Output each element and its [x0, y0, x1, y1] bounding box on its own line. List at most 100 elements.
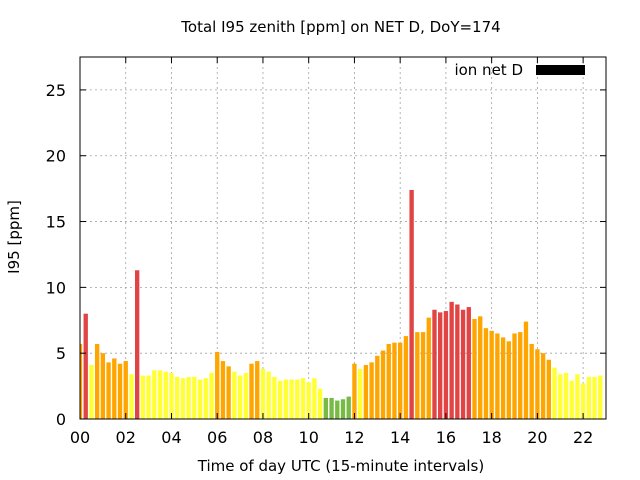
- bar: [175, 376, 180, 419]
- bar: [398, 342, 403, 419]
- bar: [569, 380, 574, 419]
- bar: [129, 374, 134, 419]
- bar: [363, 365, 369, 419]
- x-tick-label: 08: [253, 428, 273, 447]
- bar: [415, 332, 420, 419]
- bar: [89, 365, 94, 419]
- bar: [598, 375, 603, 419]
- bar: [352, 363, 357, 419]
- bar: [215, 351, 220, 419]
- bar: [340, 399, 346, 419]
- bar: [140, 375, 146, 419]
- bar: [409, 189, 414, 419]
- x-tick-label: 14: [390, 428, 410, 447]
- bar: [100, 353, 106, 419]
- bar: [243, 372, 248, 419]
- bar: [523, 321, 529, 419]
- bar: [289, 379, 294, 419]
- bar: [357, 368, 363, 419]
- bar: [283, 379, 288, 419]
- bar: [438, 312, 443, 419]
- y-tick-label: 0: [56, 410, 66, 429]
- bar: [117, 363, 123, 419]
- bar: [580, 383, 586, 419]
- bar: [197, 379, 203, 419]
- bar: [295, 379, 300, 419]
- bar: [540, 353, 546, 419]
- bar: [106, 362, 111, 419]
- y-tick-label: 15: [46, 213, 66, 232]
- bar: [535, 349, 540, 419]
- bar: [546, 359, 551, 419]
- bar: [329, 397, 334, 419]
- plot-frame: [79, 56, 607, 420]
- bar: [443, 311, 449, 419]
- bar: [386, 343, 391, 419]
- x-tick-label: 22: [573, 428, 593, 447]
- bar: [500, 337, 506, 419]
- bar: [426, 317, 431, 419]
- bar: [260, 368, 266, 419]
- bar: [157, 370, 163, 419]
- x-tick-label: 16: [436, 428, 456, 447]
- x-tick-label: 00: [70, 428, 90, 447]
- bar: [249, 363, 254, 419]
- bar: [460, 309, 466, 419]
- bar: [455, 304, 460, 419]
- bar: [575, 374, 580, 419]
- bar: [506, 341, 511, 419]
- x-axis-title: Time of day UTC (15-minute intervals): [197, 457, 484, 475]
- x-tick-label: 12: [344, 428, 364, 447]
- legend-swatch: [536, 65, 585, 75]
- tick-labels: 00 02 04 06 08 10 12 14 16 18 20 22 0 5 10 15 20 25: [46, 81, 594, 447]
- bar: [272, 376, 277, 419]
- bar: [380, 350, 386, 419]
- bar: [495, 333, 500, 419]
- x-tick-label: 18: [481, 428, 501, 447]
- bar: [432, 309, 437, 419]
- bar: [232, 371, 237, 419]
- y-tick-label: 20: [46, 147, 66, 166]
- bar: [529, 343, 534, 419]
- bar: [180, 378, 186, 419]
- x-tick-label: 06: [207, 428, 227, 447]
- bar: [203, 378, 208, 419]
- bar: [255, 361, 260, 419]
- bar: [392, 342, 397, 419]
- bar: [472, 318, 477, 419]
- bar: [518, 332, 523, 419]
- bar: [220, 361, 226, 419]
- bar: [558, 374, 563, 419]
- bar: [323, 397, 329, 419]
- bar: [466, 307, 471, 419]
- bar: [83, 313, 88, 419]
- bar: [94, 343, 100, 419]
- y-tick-label: 10: [46, 278, 66, 297]
- bar: [226, 366, 231, 419]
- y-tick-label: 5: [56, 344, 66, 363]
- bars: [80, 189, 603, 419]
- bar: [335, 400, 340, 419]
- bar: [80, 343, 83, 419]
- bar: [186, 376, 191, 419]
- y-axis-title: I95 [ppm]: [5, 200, 23, 274]
- bar: [163, 371, 168, 419]
- bar: [483, 328, 489, 419]
- bar: [192, 376, 197, 419]
- legend: ion net D: [454, 61, 585, 79]
- bar: [146, 375, 151, 419]
- bar: [209, 372, 214, 419]
- x-tick-label: 20: [527, 428, 547, 447]
- bar: [592, 376, 597, 419]
- bar: [237, 375, 243, 419]
- bar: [123, 361, 128, 419]
- bar: [420, 332, 426, 419]
- bar: [489, 330, 494, 419]
- bar: [403, 336, 409, 419]
- bar: [112, 358, 117, 419]
- bar: [369, 362, 374, 419]
- bar: [478, 316, 483, 419]
- bar: [346, 396, 351, 419]
- x-tick-label: 02: [116, 428, 136, 447]
